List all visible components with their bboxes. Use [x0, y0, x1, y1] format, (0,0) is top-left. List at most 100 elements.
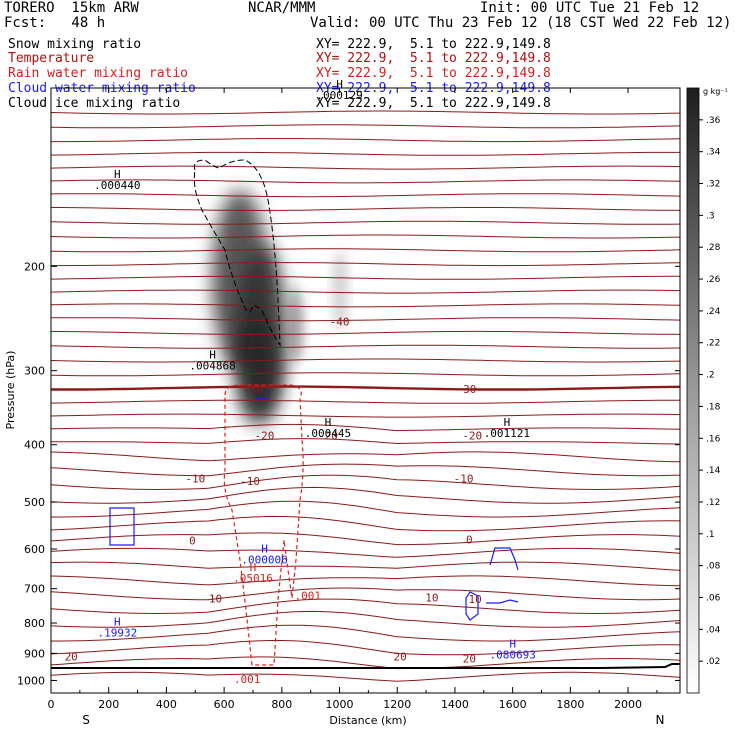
- y-tick-label: 500: [24, 496, 45, 509]
- isotherm-line: [51, 640, 680, 656]
- colorbar-tick-label: .24: [706, 307, 721, 317]
- cloud-water-contours: [109, 397, 519, 621]
- y-tick-label: 600: [24, 543, 45, 556]
- temperature-label: 10: [425, 592, 438, 605]
- legend-rain-xy: XY= 222.9, 5.1 to 222.9,149.8: [316, 66, 551, 81]
- temperature-label: -10: [240, 475, 260, 488]
- isotherm-line: [51, 515, 680, 532]
- high-marker-letter: H: [509, 638, 516, 651]
- colorbar-tick-label: .22: [706, 339, 720, 349]
- legend-cloud-ice-xy: XY= 222.9, 5.1 to 222.9,149.8: [316, 96, 551, 111]
- colorbar-tick-label: .12: [706, 498, 720, 508]
- high-marker-value: .000445: [305, 427, 351, 440]
- isotherm-line: [51, 598, 680, 615]
- temperature-label: 0: [466, 533, 473, 546]
- colorbar-tick-label: .06: [706, 593, 721, 603]
- isotherm-line: [51, 463, 680, 477]
- x-tick-label: 1800: [556, 698, 584, 711]
- temperature-label: 20: [463, 652, 476, 665]
- terrain-line: [51, 663, 680, 669]
- isotherm-line: [51, 575, 680, 587]
- temperature-label: 20: [393, 651, 406, 664]
- isotherm-line: [51, 500, 680, 518]
- isotherm-line: [51, 303, 680, 308]
- isotherm-line: [51, 561, 680, 571]
- x-axis-title: Distance (km): [329, 714, 406, 727]
- temperature-label: -30: [243, 383, 263, 396]
- colorbar-tick-label: .36: [706, 116, 721, 126]
- isotherm-line: [51, 110, 680, 115]
- y-tick-label: 300: [24, 365, 45, 378]
- colorbar-tick-label: .26: [706, 275, 721, 285]
- temperature-label: -10: [454, 472, 474, 485]
- high-marker-value: .080693: [489, 649, 535, 662]
- colorbar-tick-label: .18: [706, 402, 721, 412]
- isotherm-line: [51, 262, 680, 267]
- legend-snow-xy: XY= 222.9, 5.1 to 222.9,149.8: [316, 37, 551, 52]
- x-tick-label: 2000: [614, 698, 642, 711]
- isotherm-line: [51, 124, 680, 129]
- temperature-label: 0: [189, 534, 196, 547]
- plot-frame: [50, 87, 681, 694]
- colorbar-tick-label: .34: [706, 148, 721, 158]
- isotherm-line: [51, 372, 680, 377]
- isotherm-line: [51, 656, 680, 670]
- x-tick-label: 1600: [499, 698, 527, 711]
- isotherm-line: [51, 413, 680, 418]
- high-marker-letter: H: [250, 561, 257, 574]
- temperature-label: 20: [65, 651, 78, 664]
- isotherm-line: [51, 385, 680, 391]
- isotherm-line: [51, 532, 680, 546]
- high-marker-letter: H: [336, 78, 343, 91]
- colorbar: [686, 87, 700, 694]
- contour-labels: -40 -30 -30 -20 -20 -20 -10 -10 -10 0 0 10 10 10 20 20 2…: [65, 78, 536, 686]
- isotherm-line: [51, 234, 680, 239]
- colorbar-tick-label: .14: [706, 466, 721, 476]
- y-tick-label: 700: [24, 583, 45, 596]
- y-tick-label: 800: [24, 617, 45, 630]
- isotherm-line: [51, 474, 680, 491]
- isotherm-line: [51, 289, 680, 294]
- isotherm-line: [51, 624, 680, 642]
- temperature-label: -20: [255, 430, 275, 443]
- isotherm-line: [51, 547, 680, 558]
- isotherm-line: [51, 207, 680, 212]
- colorbar-unit: g kg⁻¹: [703, 87, 728, 96]
- high-marker-value: .000440: [94, 179, 140, 192]
- colorbar-tick-label: .28: [706, 243, 721, 253]
- high-marker-letter: H: [504, 416, 511, 429]
- x-tick-label: 1200: [383, 698, 411, 711]
- x-tick-label: 1000: [326, 698, 354, 711]
- y-tick-label: 1000: [17, 674, 45, 687]
- isotherm-line: [51, 193, 680, 198]
- isotherm-line: [51, 438, 680, 445]
- isotherm-line: [51, 358, 680, 363]
- high-marker-value: .05016: [233, 572, 273, 585]
- isotherm-line: [51, 220, 680, 225]
- isotherm-line: [51, 179, 680, 184]
- temperature-label: 10: [469, 593, 482, 606]
- y-tick-label: 900: [24, 647, 45, 660]
- isotherm-line: [51, 451, 680, 463]
- colorbar-tick-label: .2: [706, 371, 715, 381]
- rain-water-contours: [223, 384, 304, 666]
- temperature-label: 10: [209, 592, 222, 605]
- temperature-isotherms: [51, 110, 680, 682]
- temperature-label: -20: [462, 430, 482, 443]
- temperature-label: -10: [185, 472, 205, 485]
- isotherm-line: [51, 610, 680, 628]
- x-tick-label: 800: [271, 698, 292, 711]
- colorbar-ticks: .02 .04 .06 .08 .1 .12 .14 .16 .18 .2 .22 .24 .26 .28…: [699, 116, 721, 667]
- legend-cloud-ice-label: Cloud ice mixing ratio: [8, 96, 181, 111]
- isotherm-line: [51, 248, 680, 253]
- temperature-label: -40: [330, 316, 350, 329]
- high-marker-value: .000129: [316, 89, 362, 102]
- high-marker-letter: H: [209, 348, 216, 361]
- colorbar-tick-label: .3: [706, 211, 715, 221]
- x-end-label: N: [656, 713, 665, 727]
- isotherm-line: [51, 671, 680, 682]
- legend-rain-label: Rain water mixing ratio: [8, 66, 189, 81]
- y-axis-title: Pressure (hPa): [4, 351, 17, 430]
- isotherm-line: [51, 423, 680, 432]
